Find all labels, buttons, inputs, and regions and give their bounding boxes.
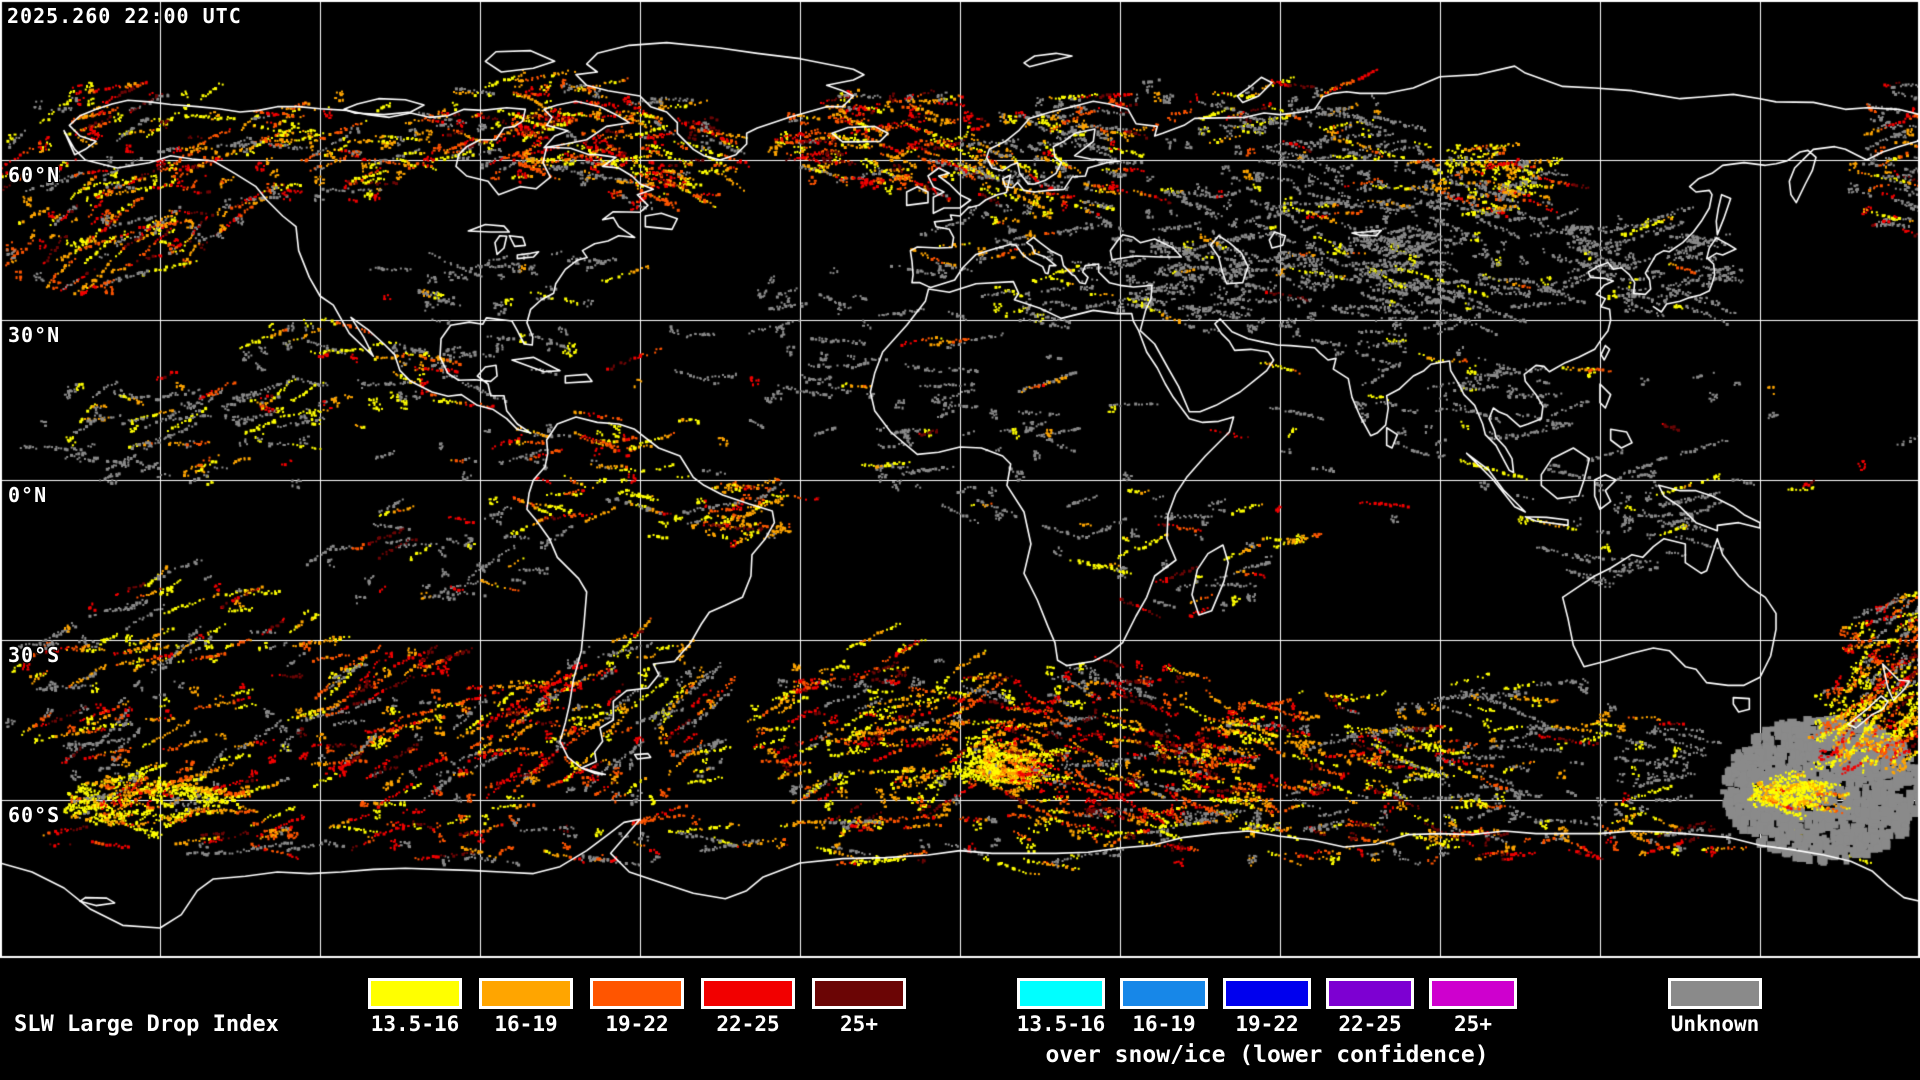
legend-swatch-red bbox=[701, 978, 795, 1009]
legend-label-orangered: 19-22 bbox=[605, 1012, 669, 1036]
legend-cool-caption: over snow/ice (lower confidence) bbox=[1045, 1042, 1489, 1068]
legend-label-blue: 16-19 bbox=[1132, 1012, 1196, 1036]
legend-swatch-yellow bbox=[368, 978, 462, 1009]
legend-swatch-magenta bbox=[1429, 978, 1517, 1009]
legend-label-red: 22-25 bbox=[716, 1012, 780, 1036]
latitude-label-0: 60°N bbox=[8, 163, 61, 187]
legend-label-orange: 16-19 bbox=[494, 1012, 558, 1036]
legend-label-maroon: 25+ bbox=[840, 1012, 878, 1036]
legend-title: SLW Large Drop Index bbox=[14, 1012, 279, 1037]
legend-swatch-maroon bbox=[812, 978, 906, 1009]
latitude-label-2: 0°N bbox=[8, 483, 48, 507]
legend-swatch-purple bbox=[1326, 978, 1414, 1009]
latitude-label-3: 30°S bbox=[8, 643, 61, 667]
legend-swatch-gray bbox=[1668, 978, 1762, 1009]
legend-label-darkblue: 19-22 bbox=[1235, 1012, 1299, 1036]
legend-swatch-orangered bbox=[590, 978, 684, 1009]
legend-label-yellow: 13.5-16 bbox=[370, 1012, 460, 1036]
legend-swatch-darkblue bbox=[1223, 978, 1311, 1009]
legend-swatch-blue bbox=[1120, 978, 1208, 1009]
timestamp: 2025.260 22:00 UTC bbox=[7, 4, 242, 28]
legend-label-gray: Unknown bbox=[1670, 1012, 1760, 1036]
legend-label-magenta: 25+ bbox=[1454, 1012, 1492, 1036]
legend-label-cyan: 13.5-16 bbox=[1016, 1012, 1106, 1036]
legend-label-purple: 22-25 bbox=[1338, 1012, 1402, 1036]
latitude-label-1: 30°N bbox=[8, 323, 61, 347]
legend-swatch-cyan bbox=[1017, 978, 1105, 1009]
legend-swatch-orange bbox=[479, 978, 573, 1009]
latitude-label-4: 60°S bbox=[8, 803, 61, 827]
